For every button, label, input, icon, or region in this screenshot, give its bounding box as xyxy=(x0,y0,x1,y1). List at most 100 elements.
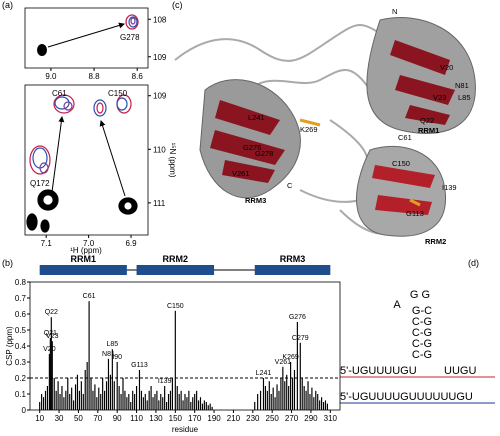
structure-label: V20 xyxy=(440,63,453,72)
bar xyxy=(88,301,90,410)
bar xyxy=(92,390,94,410)
bar xyxy=(317,394,319,410)
bar xyxy=(44,390,47,410)
bar xyxy=(164,386,166,410)
bar xyxy=(171,378,173,410)
y-tick-label: 0.2 xyxy=(15,374,27,383)
bar xyxy=(209,403,211,410)
x-axis-label: residue xyxy=(172,425,199,434)
bar xyxy=(176,386,178,410)
x-tick-label: 310 xyxy=(324,414,338,423)
bar xyxy=(286,374,288,410)
bar xyxy=(178,394,180,410)
peak-label: N81 xyxy=(102,351,115,358)
y-tick-label: 0.5 xyxy=(15,326,27,335)
bar xyxy=(69,394,71,410)
structure-label: L241 xyxy=(248,113,265,122)
bar xyxy=(268,381,270,410)
bar xyxy=(53,378,55,410)
bar xyxy=(315,390,317,410)
x-tick-label: 190 xyxy=(207,414,221,423)
bar xyxy=(184,394,186,410)
bar xyxy=(140,390,142,410)
bar xyxy=(254,402,256,410)
x-tick-label: 90 xyxy=(113,414,122,423)
x-tick-label: 210 xyxy=(227,414,241,423)
bar xyxy=(107,358,110,410)
bar xyxy=(182,400,184,410)
peak-label: C150 xyxy=(108,89,128,98)
bar xyxy=(160,394,162,410)
y-axis-label: CSP (ppm) xyxy=(5,326,14,366)
structure-label: K269 xyxy=(300,125,318,134)
y-tick-label: 108 xyxy=(153,15,167,24)
bar xyxy=(41,394,43,410)
bar xyxy=(50,317,52,410)
bar xyxy=(326,403,328,410)
y-tick-label: 0.3 xyxy=(15,358,27,367)
bar xyxy=(192,397,194,410)
bar xyxy=(266,390,268,410)
x-tick-label: 110 xyxy=(130,414,143,423)
x-tick-label: 170 xyxy=(188,414,202,423)
rna-pair: G-C xyxy=(412,305,432,317)
y-tick-label: 0.7 xyxy=(15,294,27,303)
bar xyxy=(180,390,182,410)
domain-label: RRM3 xyxy=(280,254,306,264)
peak-label: K269 xyxy=(282,354,298,361)
bar xyxy=(296,322,298,410)
bar xyxy=(59,394,61,410)
bar xyxy=(135,386,138,410)
domain-label: RRM2 xyxy=(163,254,189,264)
bar xyxy=(57,381,59,410)
bar xyxy=(148,390,150,410)
bar xyxy=(282,366,284,410)
bar xyxy=(113,381,115,410)
structure-label: C150 xyxy=(392,159,410,168)
bar xyxy=(194,394,196,410)
bar xyxy=(264,386,266,410)
rna-pair: C-G xyxy=(412,327,432,339)
bar xyxy=(98,387,100,410)
panel-label: (a) xyxy=(2,0,13,10)
bar xyxy=(78,390,80,410)
bar xyxy=(126,397,128,410)
plot-frame xyxy=(29,281,341,411)
bar xyxy=(158,400,160,410)
peak-label: C279 xyxy=(292,335,309,342)
bar xyxy=(152,397,154,410)
structure-label: L85 xyxy=(458,93,471,102)
bar xyxy=(146,400,148,410)
bar xyxy=(74,384,77,410)
protein-structure xyxy=(174,17,476,237)
y-tick-label: 0 xyxy=(22,406,27,415)
peak-label: C61 xyxy=(83,293,96,300)
bar xyxy=(201,403,204,410)
peak-label: I90 xyxy=(112,354,122,361)
contours xyxy=(26,14,139,233)
bar xyxy=(120,394,122,410)
bar xyxy=(80,381,82,410)
bar xyxy=(278,390,280,410)
bar xyxy=(109,374,111,410)
panel-label: (c) xyxy=(172,0,183,10)
structure-label: I139 xyxy=(442,183,457,192)
bar xyxy=(134,394,136,410)
bar xyxy=(154,394,156,410)
x-tick-label: 10 xyxy=(35,414,44,423)
domain xyxy=(136,265,215,275)
bar xyxy=(104,390,106,410)
x-tick-label: 130 xyxy=(149,414,163,423)
bar xyxy=(42,397,45,410)
x-tick-label: 30 xyxy=(55,414,64,423)
bar xyxy=(48,354,50,410)
bar xyxy=(90,378,92,410)
bar xyxy=(105,381,108,410)
spectrum-frame xyxy=(24,84,149,236)
rna-pair: C-G xyxy=(412,338,432,350)
bar xyxy=(122,378,124,410)
bar xyxy=(270,394,272,410)
structure-label: C61 xyxy=(398,133,412,142)
structure-label: G276 xyxy=(243,143,261,152)
bar xyxy=(303,386,305,410)
